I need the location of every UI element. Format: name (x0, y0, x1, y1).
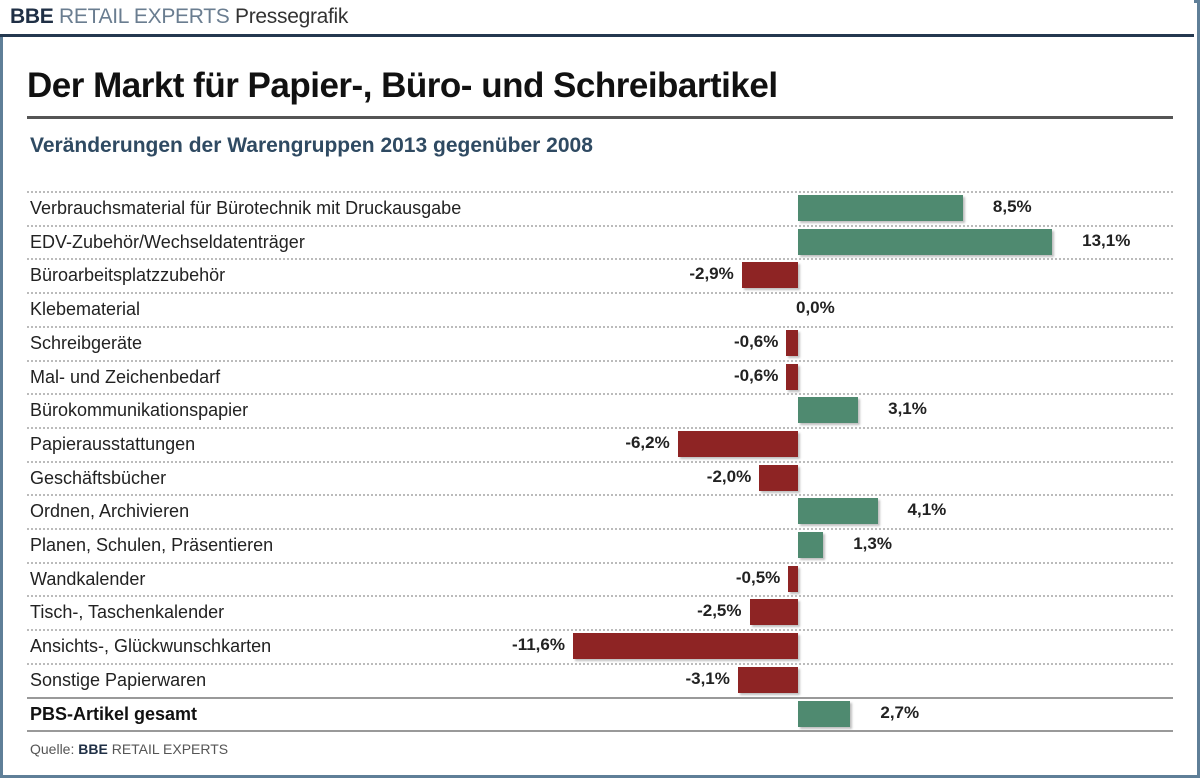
category-label: EDV-Zubehör/Wechseldatenträger (30, 231, 305, 252)
brand-bold: BBE (10, 5, 54, 28)
bar-negative (572, 633, 798, 660)
value-label: 2,7% (880, 702, 920, 722)
value-label: -2,0% (706, 466, 752, 486)
chart-title: Der Markt für Papier-, Büro- und Schreib… (27, 66, 778, 105)
bar-negative (741, 262, 798, 289)
bar-negative (786, 363, 798, 390)
row-separator (27, 494, 1173, 497)
section-label: Pressegrafik (235, 5, 349, 28)
row-separator (27, 224, 1173, 227)
row-separator (27, 460, 1173, 463)
value-label: -0,5% (735, 567, 781, 587)
category-label: Wandkalender (30, 568, 146, 589)
bar-positive (798, 498, 878, 525)
row-separator (27, 258, 1173, 261)
value-label: -0,6% (733, 331, 779, 351)
bar-positive (798, 397, 859, 424)
row-separator (27, 528, 1173, 530)
category-label: Mal- und Zeichenbedarf (30, 366, 221, 387)
category-label: Verbrauchsmaterial für Bürotechnik mit D… (30, 198, 462, 218)
row-separator (27, 359, 1173, 362)
source-prefix: Quelle: (30, 741, 75, 757)
source-rest: RETAIL EXPERTS (111, 741, 229, 757)
row-separator (27, 292, 1173, 295)
row-separator (27, 595, 1173, 598)
source-bold: BBE (78, 741, 108, 757)
category-label: Geschäftsbücher (30, 467, 167, 488)
category-label: Papierausstattungen (30, 433, 196, 454)
category-label: Bürokommunikationspapier (30, 400, 249, 421)
chart-subtitle: Veränderungen der Warengruppen 2013 gege… (30, 134, 593, 157)
category-label: Büroarbeitsplatzzubehör (30, 265, 226, 286)
value-label: -2,5% (697, 601, 742, 621)
category-label: Planen, Schulen, Präsentieren (30, 535, 274, 555)
bar-negative (737, 666, 798, 693)
value-label: -6,2% (625, 432, 670, 452)
header-bar: BBE RETAIL EXPERTS Pressegrafik (0, 0, 1194, 37)
title-rule (27, 116, 1173, 119)
bar-negative (788, 565, 798, 592)
value-label: 4,1% (907, 500, 947, 520)
bar-negative (677, 430, 798, 457)
bottom-rule (27, 730, 1173, 733)
value-label: -11,6% (512, 635, 565, 655)
bar-positive (798, 228, 1053, 255)
row-separator (27, 426, 1173, 429)
value-label: 13,1% (1082, 230, 1131, 250)
bar-negative (759, 464, 798, 491)
category-label: PBS-Artikel gesamt (30, 703, 198, 724)
value-label: 8,5% (992, 197, 1032, 216)
category-label: Ansichts-, Glückwunschkarten (30, 636, 272, 657)
category-label: Klebematerial (30, 299, 141, 320)
row-separator (27, 393, 1173, 396)
category-label: Tisch-, Taschenkalender (30, 602, 225, 623)
value-label: -2,9% (689, 264, 734, 284)
brand-rest: RETAIL EXPERTS (59, 5, 230, 28)
row-separator (27, 325, 1173, 328)
value-label: 3,1% (888, 399, 927, 419)
row-separator (27, 696, 1173, 699)
row-separator (27, 561, 1173, 564)
source-note: Quelle: BBE RETAIL EXPERTS (30, 741, 228, 757)
brand: BBE RETAIL EXPERTS Pressegrafik (10, 5, 348, 29)
bar-positive (798, 532, 824, 558)
bar-positive (798, 195, 963, 221)
category-label: Ordnen, Archivieren (30, 501, 190, 522)
category-label: Sonstige Papierwaren (30, 669, 207, 690)
value-label: -3,1% (685, 668, 730, 688)
value-label: 0,0% (796, 298, 835, 318)
value-label: -0,6% (733, 365, 779, 385)
bar-negative (749, 599, 798, 626)
bar-negative (786, 329, 798, 356)
row-separator (27, 629, 1173, 632)
category-label: Schreibgeräte (30, 332, 143, 353)
value-label: 1,3% (853, 534, 892, 553)
bar-positive (798, 700, 851, 727)
row-separator (27, 662, 1173, 665)
row-separator (27, 191, 1173, 193)
